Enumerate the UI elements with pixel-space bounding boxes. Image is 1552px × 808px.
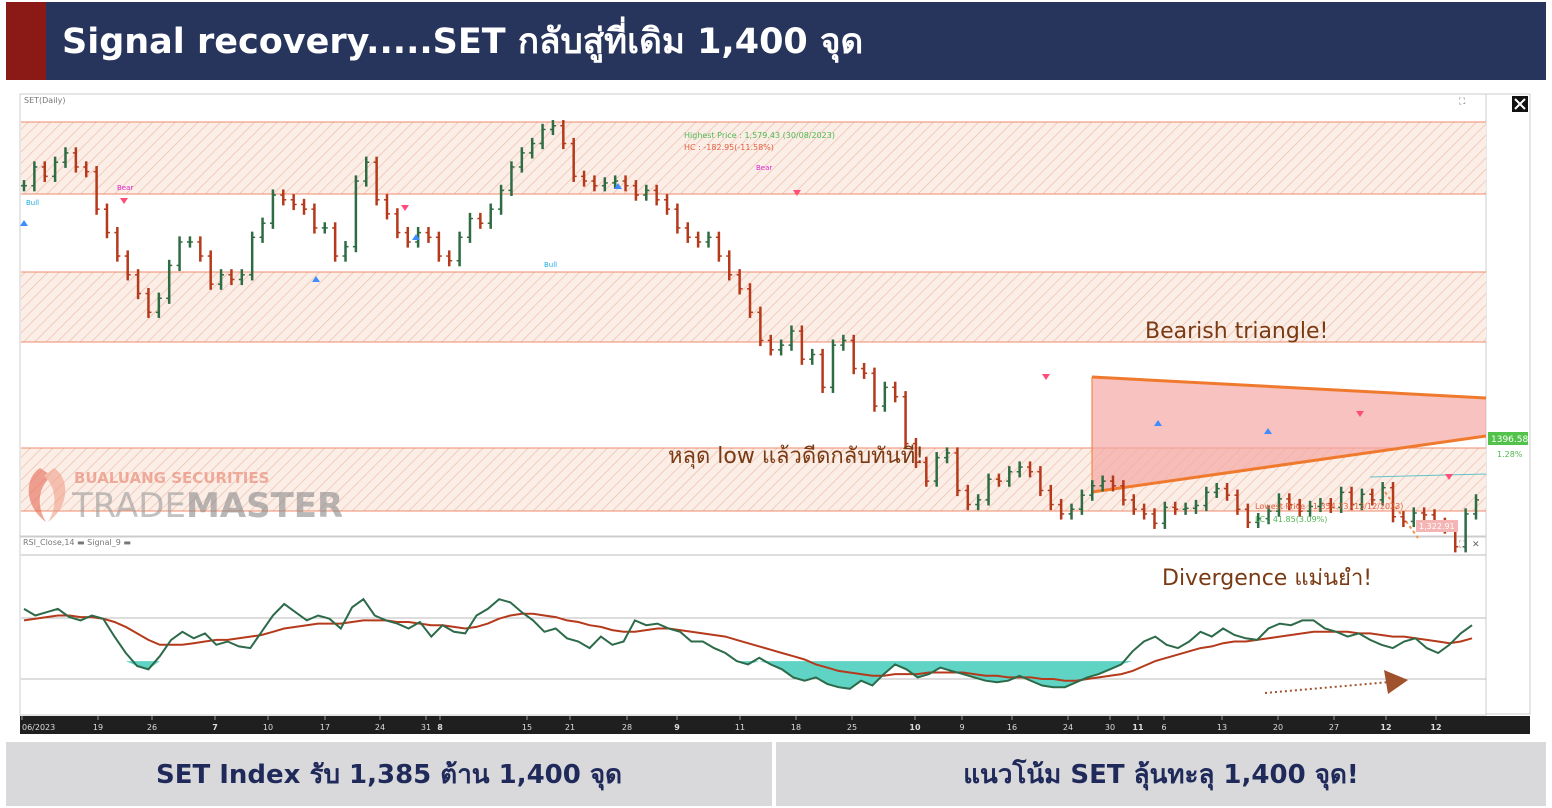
resistance-zone-top — [21, 122, 1486, 194]
svg-text:TRADEMASTER: TRADEMASTER — [71, 486, 343, 526]
arrow-right-icon — [1384, 670, 1408, 694]
close-icon — [1514, 98, 1526, 110]
price-scale — [1485, 93, 1531, 715]
last-change: 1.28% — [1497, 450, 1523, 459]
watermark-master: MASTER — [186, 486, 343, 526]
triangle-upper-line — [1091, 375, 1487, 400]
rsi-oversold-fill — [24, 661, 1472, 689]
x-tick-label: 24 — [1063, 723, 1073, 732]
brand-logo-icon — [28, 468, 52, 522]
lowest-price-label: Lowest Price : 1,354.73 (13/12/2023) — [1255, 502, 1403, 511]
buy-arrow-icon — [312, 276, 320, 282]
rsi-lines — [23, 597, 1473, 690]
x-tick-label: 19 — [93, 723, 103, 732]
x-tick-label: 11 — [735, 723, 745, 732]
divergence-arrow-line — [1264, 681, 1391, 694]
bear-signal-label: Bear — [117, 184, 133, 192]
price-bars — [21, 120, 1479, 553]
hc-label: HC : -182.95(-11.58%) — [684, 143, 774, 152]
price-panel-label: SET(Daily) — [24, 96, 66, 105]
x-tick-label: 6 — [1161, 723, 1166, 732]
x-tick-label: 11 — [1132, 723, 1144, 732]
header-bar: Signal recovery.....SET กลับสู่ที่เดิม 1… — [6, 2, 1546, 80]
last-price: 1396.58 — [1491, 435, 1528, 445]
footer-outlook: แนวโน้ม SET ลุ้นทะลุ 1,400 จุด! — [776, 742, 1546, 806]
buy-arrow-icon — [412, 234, 420, 240]
sell-arrow-icon — [401, 205, 409, 211]
chart-area: Bull Bear Bear Bull SET(Daily) Highest P… — [0, 82, 1552, 742]
triangle-lower-line — [1091, 434, 1487, 494]
bull-signal-label: Bull — [26, 199, 39, 207]
bear-signal-label-2: Bear — [756, 164, 772, 172]
rsi-line — [23, 597, 1473, 690]
expand-icon[interactable]: ⛶ — [1458, 96, 1466, 107]
last-price-box — [1488, 432, 1528, 445]
rsi-expand-icon[interactable]: ⛶ — [1458, 539, 1466, 550]
rsi-close-icon[interactable]: ✕ — [1472, 540, 1480, 550]
x-tick-label: 25 — [847, 723, 857, 732]
buy-arrow-icon — [614, 183, 622, 189]
sell-arrow-icon — [1356, 411, 1364, 417]
buy-arrow-icon — [1264, 428, 1272, 434]
x-axis-bar — [20, 716, 1530, 734]
x-tick-label: 7 — [212, 723, 218, 732]
x-tick-label: 17 — [320, 723, 330, 732]
x-tick-label: 27 — [1329, 723, 1339, 732]
x-tick-label: 10 — [909, 723, 921, 732]
brand-logo-icon-2 — [44, 468, 66, 522]
rsi-panel-label: RSI_Close,14 ▬ Signal_9 ▬ — [23, 538, 131, 547]
sell-arrow-icon — [793, 190, 801, 196]
sell-arrow-icon — [1445, 474, 1453, 480]
x-tick-label: 30 — [1105, 723, 1115, 732]
rsi-panel — [19, 536, 1487, 716]
watermark: BUALUANG SECURITIES TRADEMASTER — [28, 468, 343, 526]
x-tick-label: 12 — [1380, 723, 1391, 732]
triangle-annotation: Bearish triangle! — [1145, 319, 1328, 344]
highest-price-label: Highest Price : 1,579.43 (30/08/2023) — [684, 131, 835, 140]
sell-arrow-icon — [120, 198, 128, 204]
low-annotation: หลุด low แล้วดีดกลับทันที! — [668, 444, 924, 469]
x-tick-label: 15 — [522, 723, 532, 732]
x-tick-label: 9 — [674, 723, 680, 732]
buy-arrow-icon — [1154, 420, 1162, 426]
header-accent — [6, 2, 46, 80]
divergence-annotation: Divergence แม่นยำ! — [1162, 566, 1372, 591]
resistance-zone-middle — [21, 272, 1486, 342]
sell-arrow-icon — [1042, 374, 1050, 380]
x-tick-label: 28 — [622, 723, 632, 732]
x-tick-label: 16 — [1007, 723, 1017, 732]
x-tick-label: 06/2023 — [22, 723, 55, 732]
watermark-line1: BUALUANG SECURITIES — [74, 469, 269, 487]
bull-signal-label-2: Bull — [544, 261, 557, 269]
footer-support-resistance: SET Index รับ 1,385 ต้าน 1,400 จุด — [6, 742, 772, 806]
x-tick-label: 20 — [1273, 723, 1283, 732]
bearish-triangle — [1092, 377, 1486, 492]
x-tick-label: 9 — [959, 723, 964, 732]
buy-arrow-icon — [20, 220, 28, 226]
x-tick-label: 8 — [437, 723, 443, 732]
signal-markers: Bull Bear Bear Bull — [20, 164, 1453, 480]
low-tag-box — [1416, 520, 1458, 532]
x-tick-label: 10 — [263, 723, 273, 732]
x-tick-label: 24 — [375, 723, 385, 732]
page-title: Signal recovery.....SET กลับสู่ที่เดิม 1… — [62, 22, 864, 62]
watermark-trade: TRADE — [71, 486, 186, 526]
x-tick-label: 18 — [791, 723, 801, 732]
x-tick-label: 26 — [147, 723, 157, 732]
chart-svg: Bull Bear Bear Bull SET(Daily) Highest P… — [19, 93, 1531, 734]
x-tick-label: 12 — [1430, 723, 1441, 732]
x-tick-label: 31 — [421, 723, 431, 732]
support-trendline — [1369, 473, 1487, 478]
x-axis: 06/2023 19 26 7 10 17 24 31 8 15 21 28 9 11 18 25 10 9 16 2… — [21, 716, 1442, 732]
low-tag: 1,322.91 — [1419, 522, 1455, 531]
lc-label: LC : 41.85(3.09%) — [1255, 515, 1327, 524]
signal-line — [23, 612, 1473, 682]
x-tick-label: 13 — [1217, 723, 1227, 732]
rsi-levels — [21, 554, 1486, 680]
x-tick-label: 21 — [565, 723, 575, 732]
